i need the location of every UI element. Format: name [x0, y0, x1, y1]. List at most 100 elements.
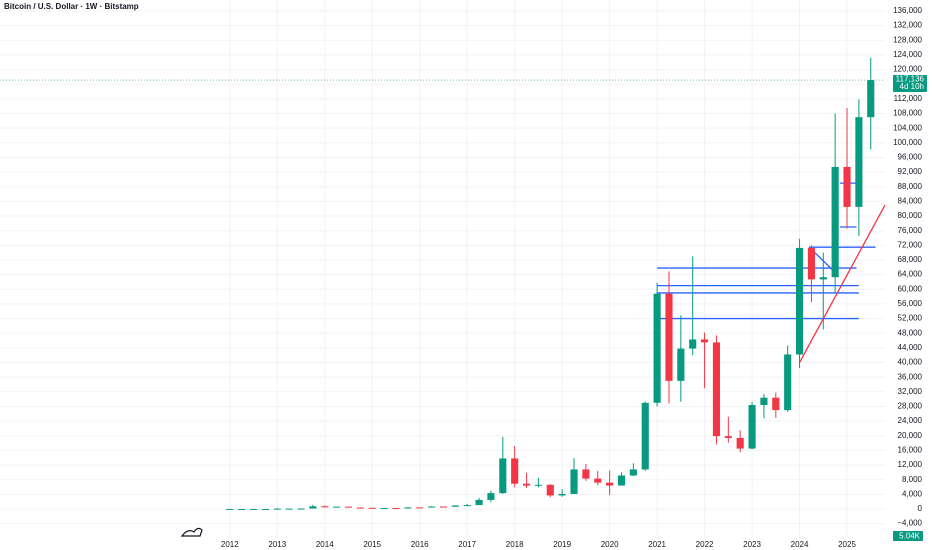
y-tick-label: 48,000: [898, 328, 923, 337]
grid: [0, 0, 885, 538]
candle-body: [760, 397, 768, 405]
candle-body: [867, 80, 875, 118]
x-tick-label: 2016: [411, 540, 429, 549]
candle-body: [309, 506, 317, 509]
candle-body: [333, 506, 341, 508]
y-tick-label: 128,000: [893, 35, 922, 44]
candle-body: [499, 458, 507, 494]
y-tick-label: 4,000: [902, 489, 923, 498]
candles: [226, 57, 875, 510]
y-tick-label: 84,000: [898, 197, 923, 206]
candle-body: [511, 458, 519, 484]
y-tick-label: 112,000: [894, 94, 923, 103]
x-tick-label: 2022: [696, 540, 714, 549]
y-tick-label: 0: [918, 504, 923, 513]
candle-body: [594, 478, 602, 483]
y-tick-label: 120,000: [893, 65, 922, 74]
x-tick-label: 2020: [601, 540, 619, 549]
y-tick-label: 52,000: [898, 314, 923, 323]
y-tick-label: 92,000: [898, 167, 923, 176]
y-tick-label: 24,000: [898, 416, 923, 425]
candle-body: [701, 339, 709, 343]
x-tick-label: 2014: [316, 540, 334, 549]
candle-body: [689, 339, 697, 349]
candle-body: [736, 437, 744, 449]
candle-body: [855, 117, 863, 207]
candle-body: [321, 506, 329, 508]
volume-label: 5.04K: [899, 532, 921, 541]
candle-body: [748, 404, 756, 449]
candle-body: [522, 483, 531, 486]
candle-body: [344, 506, 353, 508]
candle-body: [807, 247, 815, 280]
y-tick-label: −4,000: [897, 519, 922, 528]
candle-body: [629, 469, 637, 476]
candle-body: [582, 469, 590, 479]
candle-body: [665, 293, 673, 381]
candle-body: [285, 508, 293, 510]
y-tick-label: 68,000: [898, 255, 923, 264]
candle-body: [831, 166, 839, 278]
volume-label-box: [893, 531, 923, 541]
candle-body: [724, 436, 732, 438]
candle-body: [653, 293, 661, 403]
candle-body: [819, 277, 827, 280]
y-tick-label: 28,000: [898, 402, 923, 411]
y-tick-label: 36,000: [898, 372, 923, 381]
price-label: 117,136: [896, 75, 925, 84]
x-tick-label: 2019: [553, 540, 571, 549]
candle-body: [843, 166, 851, 207]
y-tick-label: 44,000: [898, 343, 923, 352]
candle-body: [226, 508, 234, 510]
y-tick-label: 80,000: [898, 211, 923, 220]
y-tick-label: 12,000: [898, 460, 923, 469]
candle-body: [451, 505, 459, 507]
candle-body: [249, 508, 258, 510]
candle-body: [297, 508, 305, 510]
candle-body: [784, 354, 792, 411]
x-tick-label: 2012: [221, 540, 239, 549]
y-tick-label: 124,000: [893, 50, 922, 59]
candle-body: [570, 469, 578, 494]
candle-body: [558, 493, 566, 496]
candle-body: [368, 507, 376, 509]
x-tick-label: 2025: [838, 540, 856, 549]
candle-body: [238, 508, 246, 510]
candle-body: [392, 508, 400, 510]
candle-body: [416, 507, 424, 509]
candle-body: [475, 499, 483, 506]
candle-body: [404, 507, 412, 509]
x-tick-label: 2023: [743, 540, 761, 549]
y-tick-label: 8,000: [902, 475, 923, 484]
candle-body: [487, 493, 495, 500]
candle-body: [463, 505, 471, 507]
x-tick-label: 2021: [648, 540, 666, 549]
price-label-box: [893, 75, 927, 93]
y-tick-label: 100,000: [893, 138, 922, 147]
y-tick-label: 72,000: [898, 240, 923, 249]
chart-title: Bitcoin / U.S. Dollar · 1W · Bitstamp: [4, 2, 139, 11]
y-tick-label: 76,000: [898, 226, 923, 235]
x-tick-label: 2024: [791, 540, 809, 549]
axis: −4,000 0 4,000 8,000 12,000 16,000 20,000 24,00…: [221, 6, 927, 549]
x-tick-label: 2013: [268, 540, 286, 549]
logo: [180, 527, 203, 537]
y-tick-label: 60,000: [898, 284, 923, 293]
x-tick-label: 2017: [458, 540, 476, 549]
candle-body: [261, 508, 269, 510]
candle-body: [677, 348, 685, 381]
y-tick-label: 16,000: [898, 446, 923, 455]
y-tick-label: 20,000: [898, 431, 923, 440]
y-tick-label: 96,000: [898, 153, 923, 162]
candle-body: [617, 475, 626, 486]
candle-body: [439, 506, 448, 508]
y-tick-label: 88,000: [898, 182, 923, 191]
y-tick-label: 32,000: [898, 387, 923, 396]
candle-body: [606, 482, 614, 486]
x-tick-label: 2018: [506, 540, 524, 549]
candle-body: [356, 507, 364, 509]
y-tick-label: 132,000: [893, 21, 922, 30]
candle-body: [795, 247, 804, 355]
countdown-label: 4d 10h: [900, 82, 924, 91]
